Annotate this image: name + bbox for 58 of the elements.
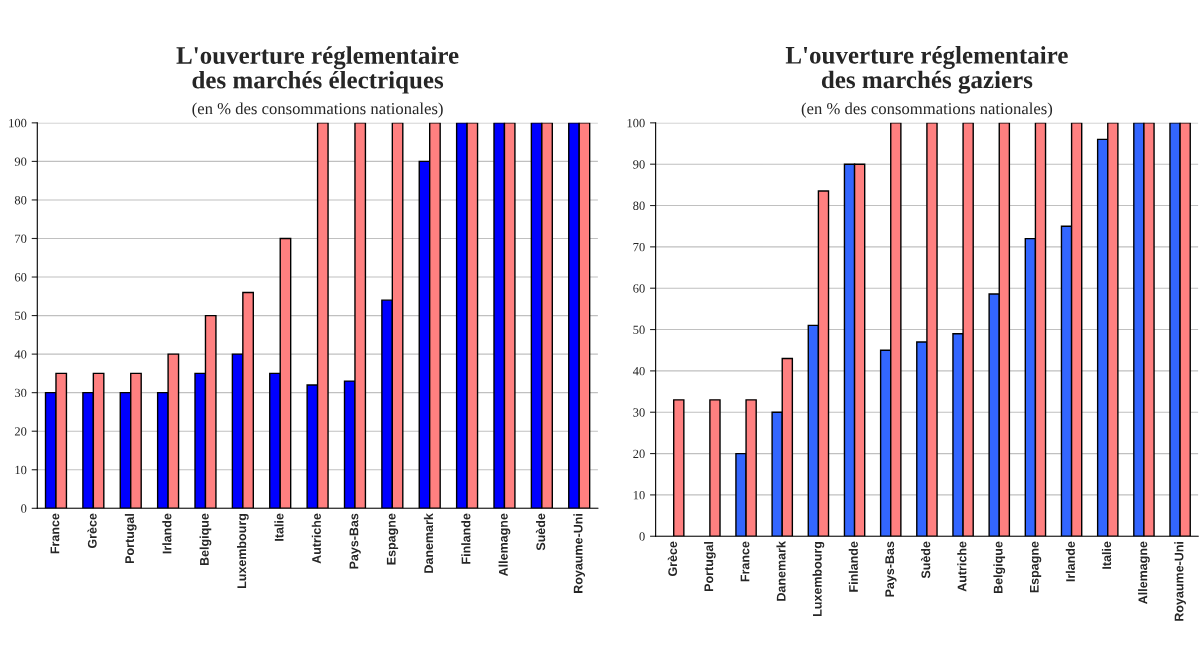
- x-tick-label: Portugal: [124, 514, 137, 564]
- x-tick-label: Irlande: [162, 513, 172, 554]
- y-tick-label: 100: [627, 118, 645, 128]
- x-tick-label: Autriche: [957, 541, 967, 592]
- x-tick-label: Portugal: [704, 541, 716, 591]
- x-tick-label: Autriche: [311, 513, 321, 564]
- y-tick-label: 100: [9, 118, 27, 128]
- bar: [673, 399, 685, 537]
- x-tick-label: Irlande: [1065, 541, 1075, 582]
- x-tick-label: Belgique: [993, 541, 1006, 594]
- x-tick-label: Suède: [920, 541, 931, 579]
- y-tick-label: 30: [633, 408, 645, 417]
- x-tick-label: Royaume-Uni: [1174, 541, 1186, 621]
- x-tick-label: France: [50, 513, 60, 554]
- x-tick-label: Grèce: [87, 513, 97, 549]
- chart-title: L'ouverture réglementaire des marchés gaziers: [785, 46, 1068, 94]
- y-tick-label: 40: [632, 366, 645, 376]
- chart-subtitle: (en % des consommations nationales): [801, 102, 1053, 118]
- x-tick-label: Danemark: [423, 513, 434, 573]
- y-tick-label: 70: [633, 242, 645, 252]
- y-tick-label: 20: [14, 427, 27, 436]
- x-tick-label: Royaume-Uni: [573, 514, 586, 593]
- y-tick-label: 30: [14, 388, 27, 398]
- y-tick-label: 80: [633, 201, 645, 210]
- y-tick-label: 60: [633, 284, 645, 293]
- x-tick-label: Finlande: [848, 541, 858, 592]
- chart-title: L'ouverture réglementaire des marchés électriques: [176, 46, 459, 94]
- y-tick-label: 10: [15, 465, 27, 475]
- y-tick-label: 50: [15, 311, 27, 321]
- x-tick-label: Luxembourg: [812, 541, 825, 616]
- x-tick-label: Pays-Bas: [349, 513, 361, 569]
- x-tick-label: France: [740, 541, 750, 582]
- chart-subtitle: (en % des consommations nationales): [192, 102, 443, 118]
- x-tick-label: Grèce: [667, 541, 678, 577]
- x-tick-label: Luxembourg: [236, 513, 249, 589]
- y-tick-label: 0: [21, 504, 27, 513]
- y-tick-label: 40: [14, 350, 27, 359]
- x-tick-label: Danemark: [776, 541, 786, 601]
- x-tick-label: Suède: [535, 513, 546, 551]
- y-tick-label: 50: [633, 325, 645, 335]
- x-tick-label: Finlande: [461, 513, 471, 564]
- y-tick-label: 20: [633, 449, 645, 459]
- y-tick-label: 10: [633, 490, 645, 500]
- x-tick-label: Espagne: [386, 513, 399, 565]
- x-tick-label: Pays-Bas: [885, 541, 897, 597]
- y-tick-label: 70: [15, 234, 27, 243]
- x-tick-label: Espagne: [1030, 541, 1042, 593]
- x-tick-label: Italie: [1101, 541, 1112, 569]
- x-tick-label: Belgique: [199, 513, 212, 566]
- x-tick-label: Italie: [274, 513, 284, 541]
- x-tick-label: Allemagne: [498, 513, 511, 577]
- y-tick-label: 90: [633, 160, 645, 169]
- y-tick-label: 90: [14, 157, 27, 166]
- y-tick-label: 0: [639, 532, 645, 541]
- y-tick-label: 60: [14, 273, 27, 282]
- bar: [709, 399, 721, 537]
- y-tick-label: 80: [14, 195, 27, 205]
- x-tick-label: Allemagne: [1138, 541, 1150, 605]
